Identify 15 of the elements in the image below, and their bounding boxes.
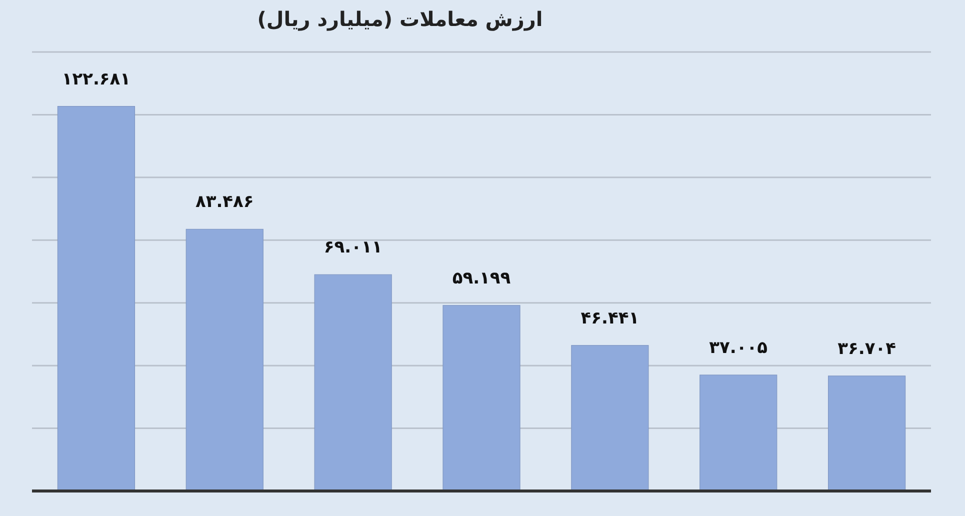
- data-label: ۳۶.۷۰۴: [838, 338, 896, 359]
- bar: [700, 374, 778, 492]
- data-label: ۶۹.۰۱۱: [324, 238, 382, 258]
- bar: [57, 106, 136, 492]
- bar: [828, 376, 906, 492]
- data-label: ۱۲۲.۶۸۱: [62, 69, 131, 90]
- bar: [571, 345, 649, 492]
- data-label: ۴۶.۴۴۱: [580, 308, 640, 328]
- data-label: ۵۹.۱۹۹: [452, 268, 512, 288]
- data-label: ۳۷.۰۰۵: [709, 338, 768, 358]
- bar: [442, 305, 520, 492]
- chart-title: ارزش معاملات (میلیارد ریال): [257, 7, 543, 31]
- data-label: ۸۳.۴۸۶: [195, 192, 254, 212]
- bar: [314, 274, 392, 492]
- bar: [186, 228, 264, 492]
